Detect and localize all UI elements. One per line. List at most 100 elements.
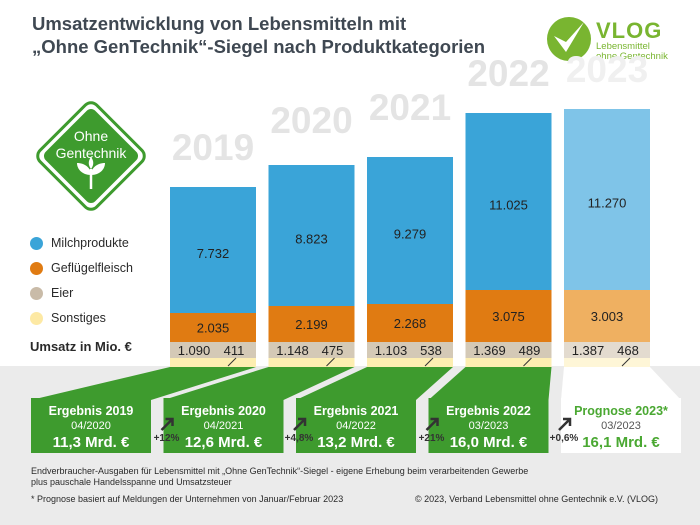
result-title: Prognose 2023*: [574, 404, 668, 418]
result-title: Ergebnis 2020: [181, 404, 266, 418]
value-milchprodukte-2022: 11.025: [489, 198, 528, 213]
value-gefluegelfleisch-2021: 2.268: [394, 316, 427, 331]
bar-sonstiges-2020: [268, 358, 355, 367]
fan-2019: [31, 367, 256, 400]
legend-dot-eier: [30, 286, 43, 300]
seal-graphic: Ohne Gentechnik: [36, 101, 146, 211]
vlog-name: VLOG: [596, 18, 663, 43]
growth-label: +12%: [154, 433, 180, 444]
page-title: Umsatzentwicklung von Lebensmitteln mit …: [32, 12, 532, 58]
year-label-2022: 2022: [467, 53, 549, 94]
leader-line-2022: [523, 357, 532, 367]
value-sonstiges-2019: 411: [224, 343, 245, 358]
growth-arrow-icon: [425, 417, 439, 431]
bar-milchprodukte-2022: [465, 113, 552, 290]
vlog-subtitle: Lebensmittel ohne Gentechnik: [596, 42, 668, 62]
legend-item-sonstiges: Sonstiges: [30, 311, 106, 325]
result-title: Ergebnis 2022: [446, 404, 531, 418]
legend-item-milchprodukte: Milchprodukte: [30, 236, 129, 250]
bar-eier-2023: [564, 342, 650, 358]
value-gefluegelfleisch-2019: 2.035: [197, 321, 230, 336]
bar-milchprodukte-2019: [170, 187, 256, 313]
title-line-1: Umsatzentwicklung von Lebensmitteln mit: [32, 13, 407, 34]
bar-gefluegelfleisch-2019: [170, 313, 256, 342]
value-eier-2020: 1.148: [276, 343, 309, 358]
value-milchprodukte-2020: 8.823: [295, 232, 328, 247]
value-milchprodukte-2021: 9.279: [394, 227, 427, 242]
result-value: 16,0 Mrd. €: [450, 434, 528, 451]
value-sonstiges-2021: 538: [420, 343, 442, 358]
bar-sonstiges-2019: [170, 358, 256, 367]
unit-label: Umsatz in Mio. €: [30, 339, 132, 354]
leader-line-2020: [326, 357, 335, 367]
footnote: * Prognose basiert auf Meldungen der Unt…: [31, 494, 344, 504]
year-label-2021: 2021: [369, 87, 451, 128]
vlog-sub-line-1: Lebensmittel: [596, 41, 650, 52]
result-date: 04/2020: [71, 420, 111, 432]
leader-line-2023: [621, 357, 631, 367]
bar-sonstiges-2021: [367, 358, 453, 367]
legend-label: Geflügelfleisch: [51, 261, 133, 275]
bar-sonstiges-2023: [564, 358, 650, 367]
value-sonstiges-2023: 468: [617, 343, 639, 358]
legend-dot-milchprodukte: [30, 236, 43, 250]
growth-arrow-icon: [160, 417, 174, 431]
legend-item-eier: Eier: [30, 286, 73, 300]
result-box-4: [561, 398, 681, 453]
value-eier-2022: 1.369: [473, 343, 506, 358]
result-box-1: [163, 398, 284, 453]
result-box-3: [428, 398, 549, 453]
bar-milchprodukte-2020: [268, 165, 355, 306]
result-box-2: [296, 398, 416, 453]
result-date: 03/2023: [601, 420, 641, 432]
leader-line-2019: [227, 357, 237, 367]
value-eier-2021: 1.103: [375, 343, 408, 358]
value-gefluegelfleisch-2022: 3.075: [492, 309, 525, 324]
value-sonstiges-2022: 489: [519, 343, 541, 358]
growth-label: +0,6%: [550, 433, 579, 444]
leader-line-2021: [424, 357, 434, 367]
fan-2021: [296, 367, 453, 400]
legend-item-gefluegelfleisch: Geflügelfleisch: [30, 261, 133, 275]
legend-dot-sonstiges: [30, 311, 43, 325]
result-value: 13,2 Mrd. €: [317, 434, 395, 451]
result-value: 11,3 Mrd. €: [53, 434, 130, 451]
vlog-sub-line-2: ohne Gentechnik: [596, 51, 668, 62]
vlog-logo: VLOG Lebensmittel ohne Gentechnik: [546, 16, 696, 64]
copyright: © 2023, Verband Lebensmittel ohne Gentec…: [415, 494, 658, 504]
result-date: 04/2021: [204, 420, 244, 432]
result-box-0: [31, 398, 151, 453]
year-label-2019: 2019: [172, 127, 254, 168]
bar-gefluegelfleisch-2022: [465, 290, 552, 342]
bar-sonstiges-2022: [465, 358, 552, 367]
legend-dot-gefluegelfleisch: [30, 261, 43, 275]
bar-eier-2020: [268, 342, 355, 358]
bar-milchprodukte-2023: [564, 109, 650, 290]
bar-gefluegelfleisch-2023: [564, 290, 650, 342]
bar-eier-2019: [170, 342, 256, 358]
growth-label: +4,8%: [285, 433, 314, 444]
result-value: 16,1 Mrd. €: [582, 434, 660, 451]
value-eier-2023: 1.387: [572, 343, 605, 358]
plant-icon: [77, 157, 105, 189]
footer-note-line-2: plus pauschale Handelsspanne und Umsatzs…: [31, 477, 232, 487]
growth-arrow-icon: [558, 417, 572, 431]
value-sonstiges-2020: 475: [322, 343, 344, 358]
bar-gefluegelfleisch-2021: [367, 304, 453, 342]
fan-2020: [163, 367, 355, 400]
result-title: Ergebnis 2021: [314, 404, 399, 418]
footer-note: Endverbraucher-Ausgaben für Lebensmittel…: [31, 466, 528, 488]
result-title: Ergebnis 2019: [49, 404, 134, 418]
legend-label: Milchprodukte: [51, 236, 129, 250]
value-milchprodukte-2023: 11.270: [588, 196, 627, 211]
seal-line-2: Gentechnik: [56, 145, 128, 161]
legend-label: Eier: [51, 286, 74, 300]
footer-note-line-1: Endverbraucher-Ausgaben für Lebensmittel…: [31, 466, 529, 476]
legend-label: Sonstiges: [51, 311, 106, 325]
result-date: 03/2023: [469, 420, 509, 432]
title-line-2: „Ohne GenTechnik“-Siegel nach Produktkat…: [32, 36, 485, 57]
growth-arrow-icon: [293, 417, 307, 431]
year-label-2020: 2020: [270, 100, 352, 141]
bar-gefluegelfleisch-2020: [268, 306, 355, 342]
